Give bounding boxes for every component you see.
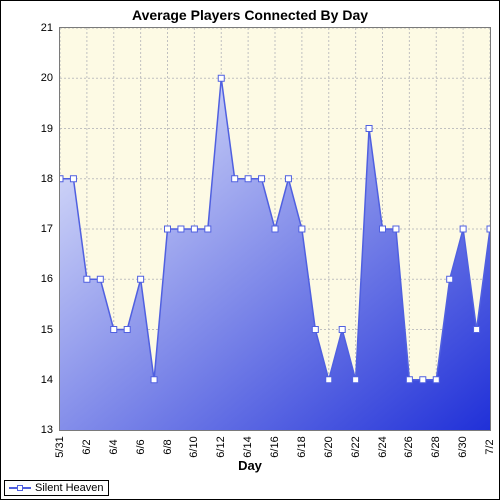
x-tick-label: 6/6 xyxy=(135,439,147,454)
legend: Silent Heaven xyxy=(4,480,109,496)
y-tick-label: 19 xyxy=(23,123,53,135)
x-tick-label: 6/22 xyxy=(350,436,362,457)
y-tick-label: 20 xyxy=(23,72,53,84)
legend-series-label: Silent Heaven xyxy=(35,482,104,494)
y-tick-label: 16 xyxy=(23,273,53,285)
x-tick-label: 6/12 xyxy=(215,436,227,457)
y-tick-label: 17 xyxy=(23,223,53,235)
y-tick-label: 18 xyxy=(23,173,53,185)
x-tick-label: 6/2 xyxy=(81,439,93,454)
x-tick-label: 6/28 xyxy=(430,436,442,457)
y-tick-label: 13 xyxy=(23,424,53,436)
y-tick-label: 14 xyxy=(23,374,53,386)
y-tick-label: 15 xyxy=(23,324,53,336)
x-tick-label: 6/18 xyxy=(296,436,308,457)
plot-area xyxy=(59,27,491,431)
x-tick-label: 6/30 xyxy=(457,436,469,457)
x-tick-label: 7/2 xyxy=(484,439,496,454)
x-tick-label: 6/26 xyxy=(403,436,415,457)
x-tick-label: 6/20 xyxy=(323,436,335,457)
chart-svg xyxy=(60,28,490,430)
x-tick-label: 6/16 xyxy=(269,436,281,457)
x-tick-label: 6/8 xyxy=(162,439,174,454)
chart-title: Average Players Connected By Day xyxy=(1,7,499,23)
x-axis-title: Day xyxy=(1,458,499,473)
x-tick-label: 6/4 xyxy=(108,439,120,454)
x-tick-label: 6/14 xyxy=(242,436,254,457)
x-tick-label: 5/31 xyxy=(54,436,66,457)
x-tick-label: 6/10 xyxy=(188,436,200,457)
chart-container: Average Players Connected By Day Players… xyxy=(0,0,500,500)
legend-symbol xyxy=(9,483,31,493)
x-tick-label: 6/24 xyxy=(377,436,389,457)
y-tick-label: 21 xyxy=(23,22,53,34)
legend-marker xyxy=(17,485,23,491)
